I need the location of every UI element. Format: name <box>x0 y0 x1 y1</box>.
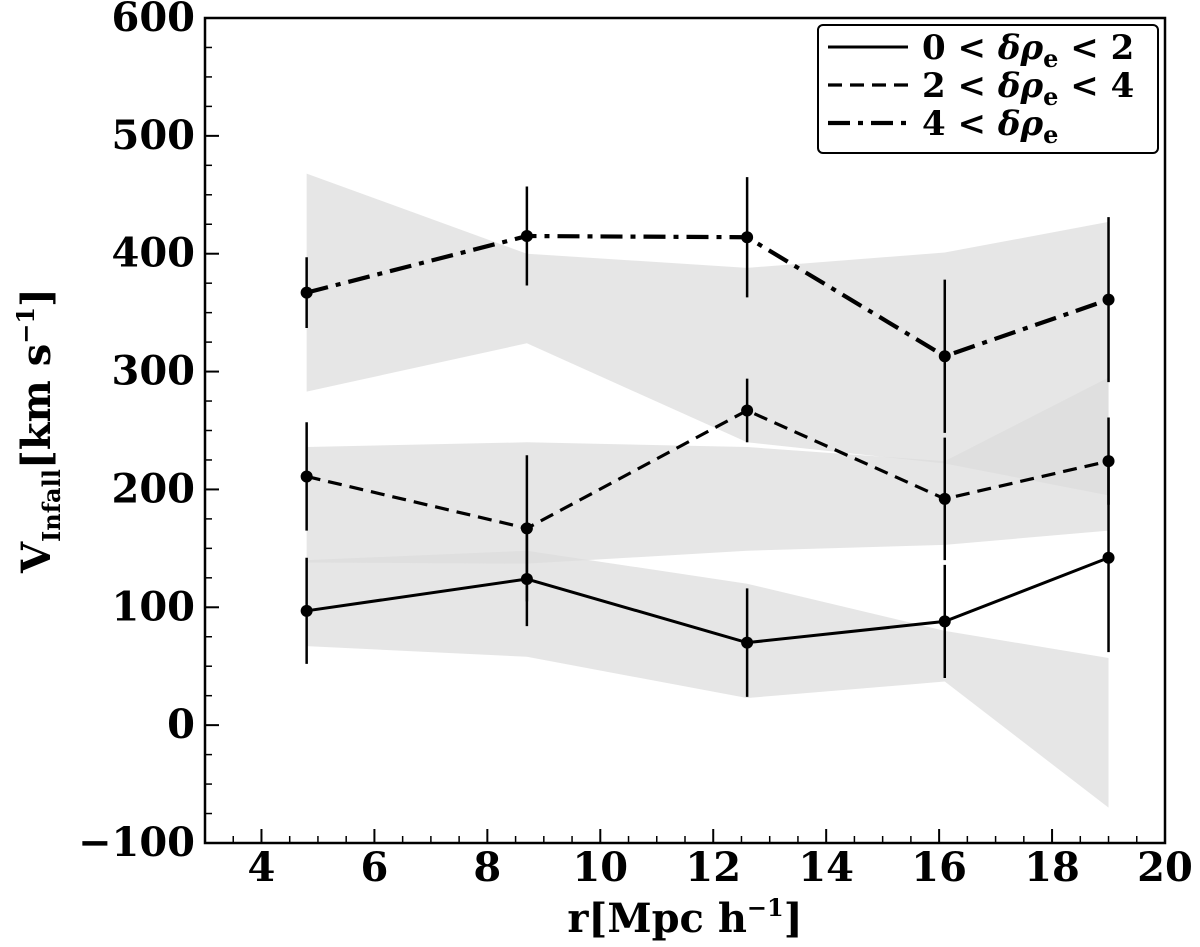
y-axis-label: VInfall[km s−1] <box>11 288 66 574</box>
series-line-1 <box>306 408 1109 531</box>
data-point <box>1102 551 1115 564</box>
data-point <box>300 470 313 483</box>
data-point <box>300 604 313 617</box>
y-tick-label: 0 <box>167 701 195 748</box>
x-tick-label: 12 <box>685 844 741 891</box>
data-points <box>300 230 1115 649</box>
y-axis-label-subscript: Infall <box>37 469 66 542</box>
data-point <box>741 636 754 649</box>
y-axis-label-units: [km s <box>13 344 60 469</box>
x-axis-label-main: r[Mpc h <box>567 895 747 942</box>
y-axis-label-tail: ] <box>13 288 60 307</box>
data-point <box>1102 455 1115 468</box>
y-tick-label: 100 <box>112 583 196 630</box>
legend-label-1: 2 < δρe < 4 <box>922 66 1134 111</box>
data-point <box>938 615 951 628</box>
x-tick-label: 14 <box>798 844 854 891</box>
data-point <box>520 230 533 243</box>
x-tick-label: 20 <box>1137 844 1193 891</box>
y-tick-label: 300 <box>112 348 196 395</box>
x-tick-label: 16 <box>911 844 967 891</box>
data-point <box>741 231 754 244</box>
y-tick-label: 500 <box>112 112 196 159</box>
x-tick-label: 8 <box>473 844 501 891</box>
band-series-0 <box>306 550 1109 808</box>
data-point <box>300 286 313 299</box>
confidence-bands <box>306 173 1109 808</box>
legend-label-2: 4 < δρe <box>922 104 1058 149</box>
y-tick-label: 200 <box>112 465 196 512</box>
x-axis-label-tail: ] <box>784 895 803 942</box>
band-series-2 <box>306 173 1109 496</box>
y-axis-label-exponent: −1 <box>11 307 40 344</box>
data-point <box>741 404 754 417</box>
data-point <box>1102 293 1115 306</box>
y-tick-label: −100 <box>78 819 195 866</box>
y-axis-ticks: −100 0 100 200 300 400 500 600 <box>78 0 219 866</box>
x-axis-label-exponent: −1 <box>747 893 784 922</box>
data-point <box>520 573 533 585</box>
x-tick-label: 6 <box>360 844 388 891</box>
data-point <box>938 492 951 505</box>
data-point <box>520 522 533 535</box>
x-tick-label: 10 <box>572 844 628 891</box>
y-tick-label: 400 <box>112 230 196 277</box>
legend: 0 < δρe < 22 < δρe < 44 < δρe <box>817 24 1159 154</box>
band-series-1 <box>306 377 1109 564</box>
data-point <box>938 350 951 363</box>
x-tick-label: 4 <box>248 844 276 891</box>
y-axis-label-main: V <box>13 541 60 574</box>
x-axis-label: r[Mpc h−1] <box>567 893 802 942</box>
x-axis-ticks: 4 6 8 10 12 14 16 18 20 <box>232 829 1193 891</box>
y-tick-label: 600 <box>112 0 196 41</box>
legend-label-0: 0 < δρe < 2 <box>922 28 1134 73</box>
x-tick-label: 18 <box>1024 844 1080 891</box>
